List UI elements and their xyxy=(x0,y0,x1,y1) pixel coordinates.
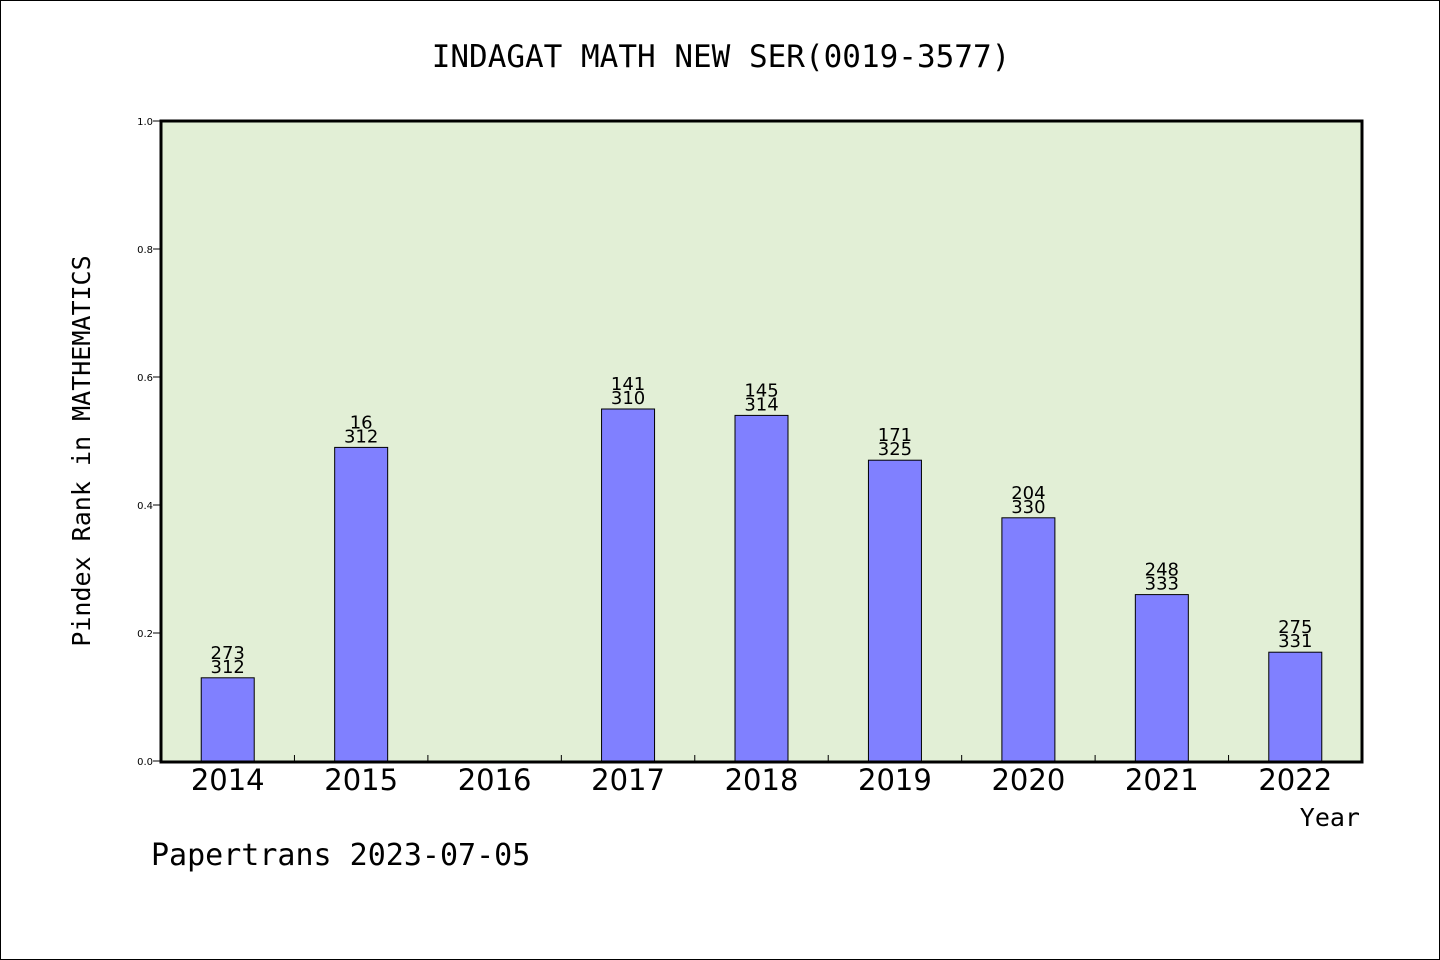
bar-label-top: 204 xyxy=(1011,483,1045,504)
x-tick-label: 2018 xyxy=(725,763,799,797)
x-tick-label: 2022 xyxy=(1258,763,1332,797)
bar-2021 xyxy=(1134,594,1189,762)
x-tick-label: 2020 xyxy=(991,763,1065,797)
y-axis-label: Pindex Rank in MATHEMATICS xyxy=(67,255,96,646)
y-tick-label: 0.8 xyxy=(137,245,153,256)
y-axis: 0.0 0.2 0.4 0.6 0.8 1.0 xyxy=(137,117,161,768)
bar-label-top: 141 xyxy=(611,374,645,395)
bar-2019 xyxy=(867,459,922,762)
bar-label-top: 145 xyxy=(744,380,778,401)
x-axis: 2014 2015 2016 2017 2018 2019 2020 2021 2022 xyxy=(191,755,1332,797)
bar-label-top: 273 xyxy=(211,643,245,664)
bar-label-bottom: 310 xyxy=(611,388,645,409)
y-tick-label: 1.0 xyxy=(137,117,153,128)
bar-2014 xyxy=(200,677,255,762)
bar-label-top: 248 xyxy=(1145,560,1179,581)
bar-series xyxy=(200,408,1323,762)
bar-label-bottom: 314 xyxy=(744,394,778,415)
bar-label-bottom: 325 xyxy=(878,439,912,460)
bar-2020 xyxy=(1001,517,1056,762)
x-tick-label: 2015 xyxy=(324,763,398,797)
x-tick-label: 2014 xyxy=(191,763,265,797)
bar-label-bottom: 312 xyxy=(211,657,245,678)
bar-2015 xyxy=(334,446,389,762)
y-tick-label: 0.6 xyxy=(137,373,153,384)
x-axis-label: Year xyxy=(1300,803,1360,832)
bar-2022 xyxy=(1268,651,1323,762)
bar-label-bottom: 331 xyxy=(1278,631,1312,652)
y-tick-label: 0.2 xyxy=(137,629,153,640)
x-tick-label: 2016 xyxy=(458,763,532,797)
bar-label-top: 16 xyxy=(350,412,373,433)
x-tick-label: 2019 xyxy=(858,763,932,797)
bar-label-bottom: 330 xyxy=(1011,497,1045,518)
chart-title: INDAGAT MATH NEW SER(0019-3577) xyxy=(432,39,1011,75)
bar-label-top: 275 xyxy=(1278,617,1312,638)
bar-label-bottom: 333 xyxy=(1145,574,1179,595)
footer-text: Papertrans 2023-07-05 xyxy=(151,838,530,873)
bar-2018 xyxy=(734,414,789,762)
x-tick-label: 2021 xyxy=(1125,763,1199,797)
bar-2017 xyxy=(601,408,656,762)
bar-label-top: 171 xyxy=(878,425,912,446)
bar-label-bottom: 312 xyxy=(344,426,378,447)
y-tick-label: 0.4 xyxy=(137,501,153,512)
x-tick-label: 2017 xyxy=(591,763,665,797)
y-tick-label: 0.0 xyxy=(137,757,153,768)
